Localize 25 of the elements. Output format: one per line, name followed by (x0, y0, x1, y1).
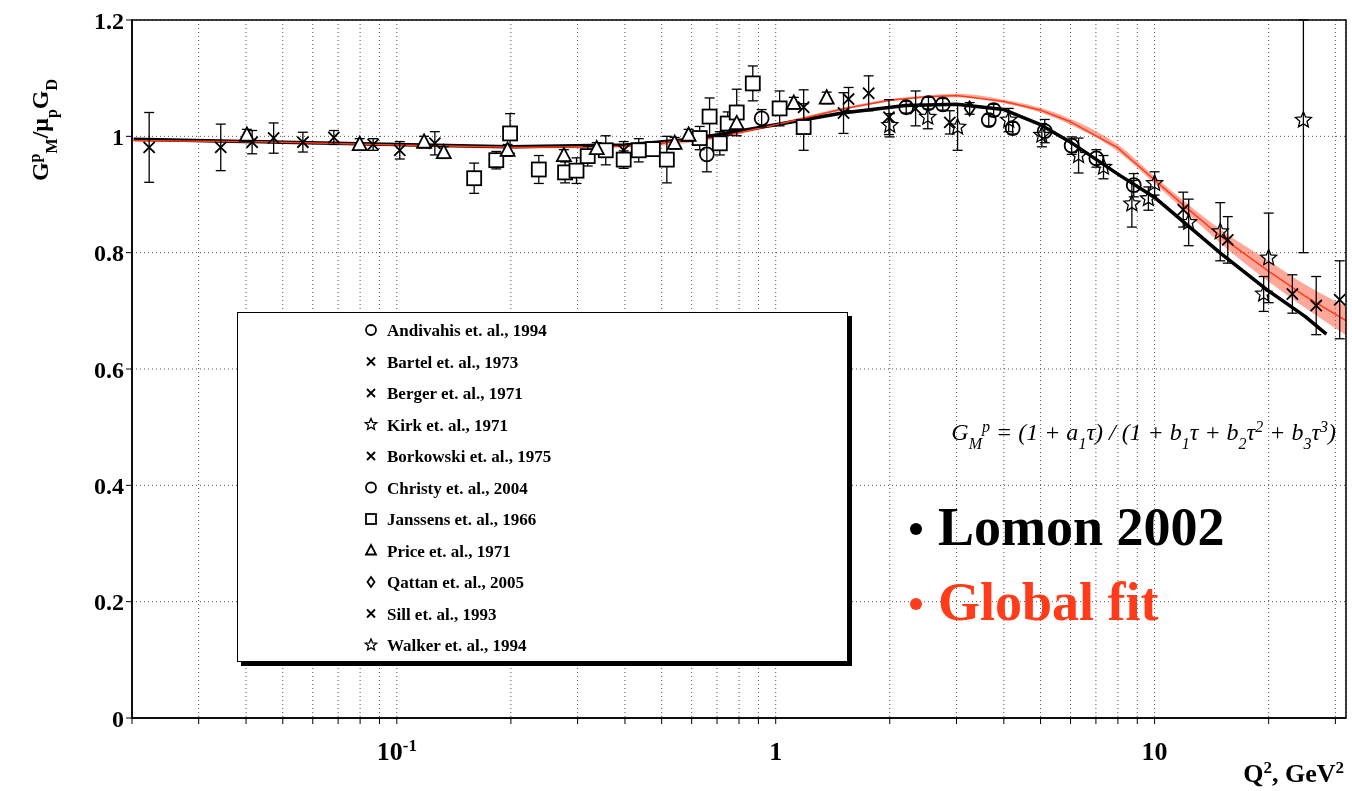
legend-label: Qattan et. al., 2005 (387, 573, 524, 592)
x-tick-label: 1 (769, 737, 783, 766)
y-tick-label: 1.2 (94, 7, 124, 34)
legend-label: Andivahis et. al., 1994 (387, 321, 548, 340)
legend-label: Janssens et. al., 1966 (387, 510, 537, 529)
x-tick-label: 10 (1141, 737, 1168, 766)
legend-label: Christy et. al., 2004 (387, 478, 529, 498)
legend-label: Sill et. al., 1993 (387, 604, 497, 624)
x-axis-title: Q$^{2}$, GeV$^{2}$ (1243, 757, 1344, 788)
legend-label: Bartel et. al., 1973 (387, 352, 519, 372)
legend-label: Kirk et. al., 1971 (387, 415, 508, 435)
x-tick-label: 10$^{-1}$ (376, 735, 417, 766)
y-tick-label: 0 (112, 705, 124, 732)
y-tick-label: 1 (112, 123, 124, 150)
y-tick-label: 0.4 (94, 472, 124, 499)
legend-label: Borkowski et. al., 1975 (387, 447, 552, 466)
y-tick-label: 0.8 (94, 240, 124, 267)
legend-label: Walker et. al., 1994 (387, 636, 527, 655)
legend-label: Lomon 2002 (938, 497, 1225, 557)
text: G$_{M}$$^{p}$ = (1 + a$_{1}$τ) / (1 + b$_{1}$τ + b$_{2}$τ$^{2}$ + b$_{3}$τ$^{3}$) (951, 417, 1336, 452)
y-tick-label: 0.2 (94, 589, 124, 616)
y-tick-label: 0.6 (94, 356, 124, 383)
legend-label: Berger et. al., 1971 (387, 384, 523, 403)
legend-label: Global fit (938, 572, 1159, 632)
legend-label: Price et. al., 1971 (387, 541, 511, 561)
